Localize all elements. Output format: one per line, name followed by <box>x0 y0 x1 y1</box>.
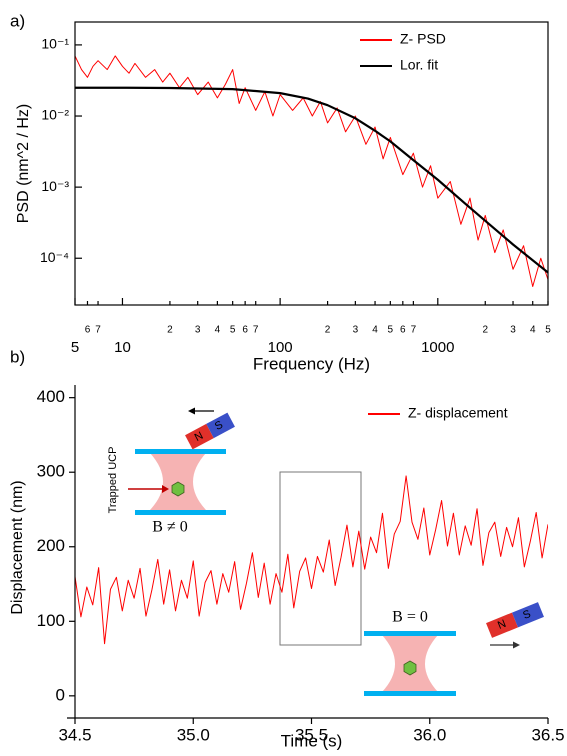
x-tick-label: 5 <box>230 325 236 336</box>
panel-label: b) <box>10 347 25 366</box>
x-tick-label: 2 <box>167 325 173 336</box>
x-tick-label: 35.0 <box>177 725 210 744</box>
x-tick-label: 36.5 <box>531 725 564 744</box>
annotation: Trapped UCP <box>107 447 119 514</box>
y-tick-label: 400 <box>37 387 65 406</box>
x-tick-label: 2 <box>325 325 331 336</box>
trap-illustration <box>128 407 235 515</box>
x-tick-label: 34.5 <box>58 725 91 744</box>
x-tick-label: 10 <box>114 339 131 356</box>
y-tick-label: 300 <box>37 462 65 481</box>
x-tick-label: 4 <box>530 325 536 336</box>
x-axis-label: Frequency (Hz) <box>253 354 370 373</box>
x-tick-label: 2 <box>482 325 488 336</box>
x-tick-label: 4 <box>215 325 221 336</box>
annotation: S <box>521 608 532 622</box>
y-tick-label: 100 <box>37 611 65 630</box>
annotation: B ≠ 0 <box>152 519 187 536</box>
series-line <box>75 475 548 645</box>
x-axis-label: Time (s) <box>281 731 343 750</box>
x-tick-label: 5 <box>71 339 79 356</box>
axis-frame <box>74 21 549 306</box>
x-tick-label: 5 <box>388 325 394 336</box>
legend-label: Z- PSD <box>400 31 446 47</box>
panel-label: a) <box>10 11 25 30</box>
x-tick-label: 3 <box>195 325 201 336</box>
y-tick-label: 10⁻² <box>41 107 69 123</box>
x-tick-label: 4 <box>372 325 378 336</box>
x-tick-label: 6 <box>400 325 406 336</box>
x-tick-label: 35.5 <box>295 725 328 744</box>
y-tick-label: 200 <box>37 536 65 555</box>
legend-label: Z- displacement <box>408 405 508 421</box>
series-line <box>75 86 548 274</box>
y-axis-label: PSD (nm^2 / Hz) <box>15 104 32 224</box>
x-tick-label: 1000 <box>421 339 454 356</box>
x-tick-label: 6 <box>85 325 91 336</box>
y-tick-label: 0 <box>56 685 65 704</box>
annotation: N <box>496 618 508 632</box>
legend-label: Lor. fit <box>400 57 438 73</box>
highlight-box <box>279 471 362 646</box>
y-tick-label: 10⁻³ <box>41 178 69 194</box>
x-tick-label: 100 <box>268 339 293 356</box>
x-tick-label: 7 <box>253 325 259 336</box>
x-tick-label: 5 <box>545 325 551 336</box>
y-tick-label: 10⁻⁴ <box>40 249 69 265</box>
x-tick-label: 36.0 <box>413 725 446 744</box>
y-tick-label: 10⁻¹ <box>41 36 69 52</box>
x-tick-label: 6 <box>242 325 248 336</box>
x-tick-label: 7 <box>95 325 101 336</box>
x-tick-label: 3 <box>510 325 516 336</box>
x-tick-label: 3 <box>353 325 359 336</box>
y-axis-label: Displacement (nm) <box>9 480 26 614</box>
trap-illustration <box>364 602 544 696</box>
annotation: B = 0 <box>392 609 428 626</box>
series-line <box>75 55 548 288</box>
x-tick-label: 7 <box>411 325 417 336</box>
